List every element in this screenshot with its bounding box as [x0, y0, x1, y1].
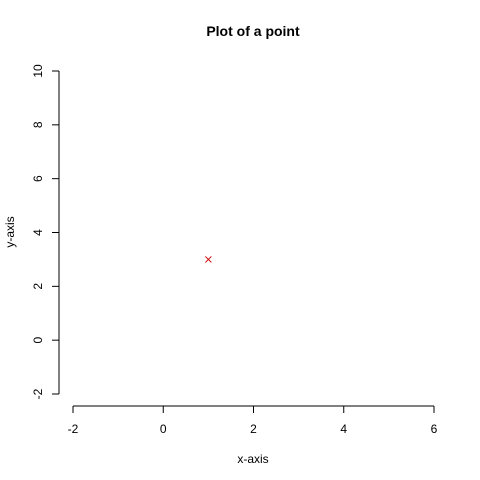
y-axis-title: y-axis [3, 216, 17, 247]
x-tick-label: 4 [340, 422, 347, 436]
chart-title: Plot of a point [206, 23, 300, 39]
y-tick-label: 2 [31, 283, 45, 290]
x-axis-title: x-axis [237, 452, 268, 466]
y-tick-label: 0 [31, 337, 45, 344]
x-tick-label: 6 [431, 422, 438, 436]
point-stroke [205, 256, 212, 263]
data-points [205, 256, 212, 263]
x-tick-label: -2 [68, 422, 79, 436]
y-tick-label: 6 [31, 175, 45, 182]
x-tick-label: 2 [250, 422, 257, 436]
y-tick-label: 8 [31, 121, 45, 128]
y-tick-label: 4 [31, 229, 45, 236]
x-axis: -2 0 2 4 6 [68, 405, 438, 436]
data-point [205, 256, 212, 263]
x-tick-label: 0 [160, 422, 167, 436]
y-tick-label: -2 [31, 388, 45, 399]
y-tick-label: 10 [31, 64, 45, 78]
y-axis: -2 0 2 4 6 8 10 [31, 64, 60, 399]
